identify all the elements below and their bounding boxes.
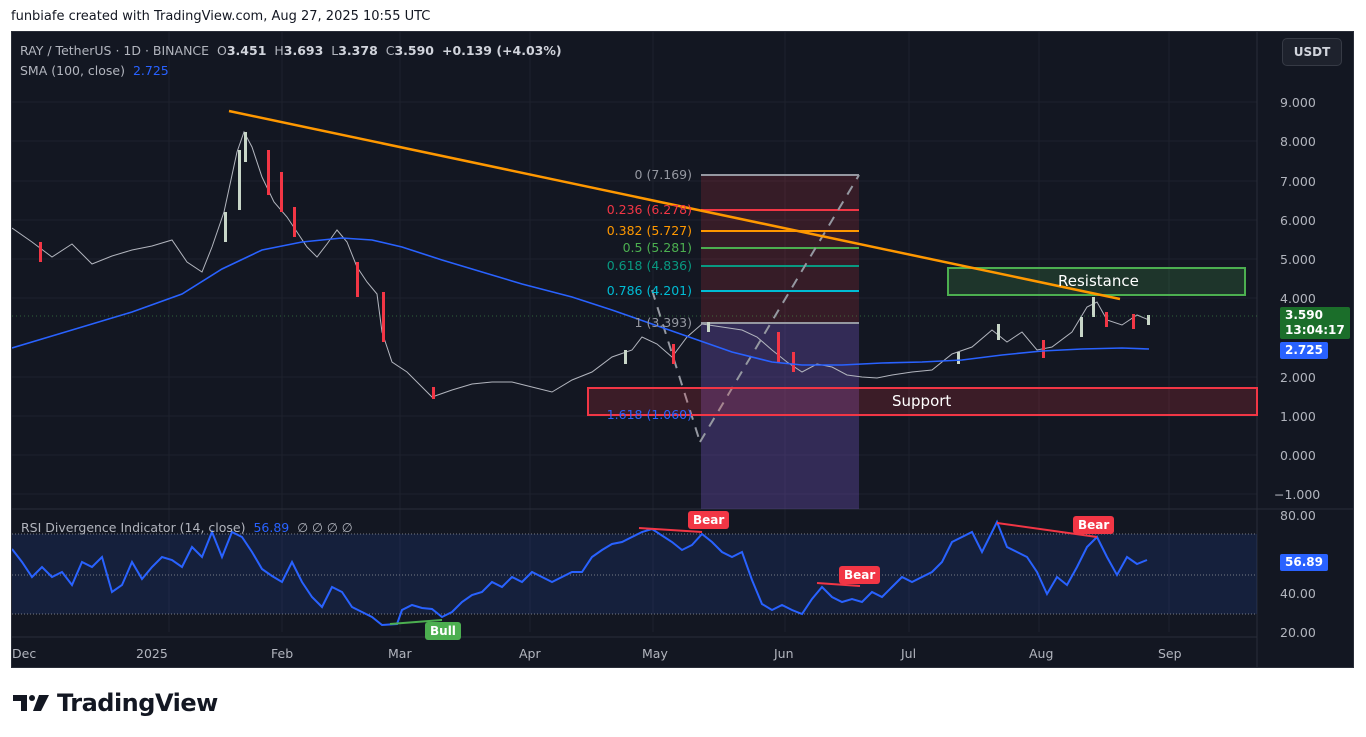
tradingview-brand[interactable]: TradingView <box>13 689 218 717</box>
brand-name: TradingView <box>57 689 218 717</box>
chart-frame[interactable]: RAY / TetherUS · 1D · BINANCE O3.451 H3.… <box>11 31 1354 668</box>
candles <box>12 130 1150 399</box>
tradingview-logo-icon <box>13 695 49 711</box>
currency-button[interactable]: USDT <box>1282 38 1342 66</box>
rsi-legend: RSI Divergence Indicator (14, close) 56.… <box>21 520 353 535</box>
close-value: 3.590 <box>394 43 435 58</box>
resistance-zone-label[interactable]: Resistance <box>1058 272 1139 290</box>
sma-label[interactable]: SMA (100, close) <box>20 63 125 78</box>
sma-value: 2.725 <box>132 63 169 78</box>
change-value: +0.139 (+4.03%) <box>441 43 562 58</box>
last-price-tag: 3.590 13:04:17 <box>1280 307 1350 339</box>
bull-divergence-tag: Bull <box>425 622 461 640</box>
high-value: 3.693 <box>283 43 324 58</box>
rsi-label[interactable]: RSI Divergence Indicator (14, close) <box>21 520 246 535</box>
bar-countdown: 13:04:17 <box>1285 323 1345 337</box>
rsi-value-tag: 56.89 <box>1280 554 1328 571</box>
chart-canvas[interactable] <box>12 32 1354 668</box>
bear-divergence-tag: Bear <box>1073 516 1115 534</box>
symbol-name[interactable]: RAY / TetherUS · 1D · BINANCE <box>20 43 210 58</box>
rsi-value: 56.89 <box>253 520 290 535</box>
open-value: 3.451 <box>226 43 267 58</box>
bear-divergence-tag: Bear <box>839 566 881 584</box>
low-value: 3.378 <box>338 43 378 58</box>
chart-credit: funbiafe created with TradingView.com, A… <box>11 9 431 24</box>
symbol-legend: RAY / TetherUS · 1D · BINANCE O3.451 H3.… <box>20 43 562 78</box>
sma-price-tag: 2.725 <box>1280 342 1328 359</box>
support-zone-label[interactable]: Support <box>892 392 952 410</box>
bear-divergence-tag: Bear <box>688 511 730 529</box>
